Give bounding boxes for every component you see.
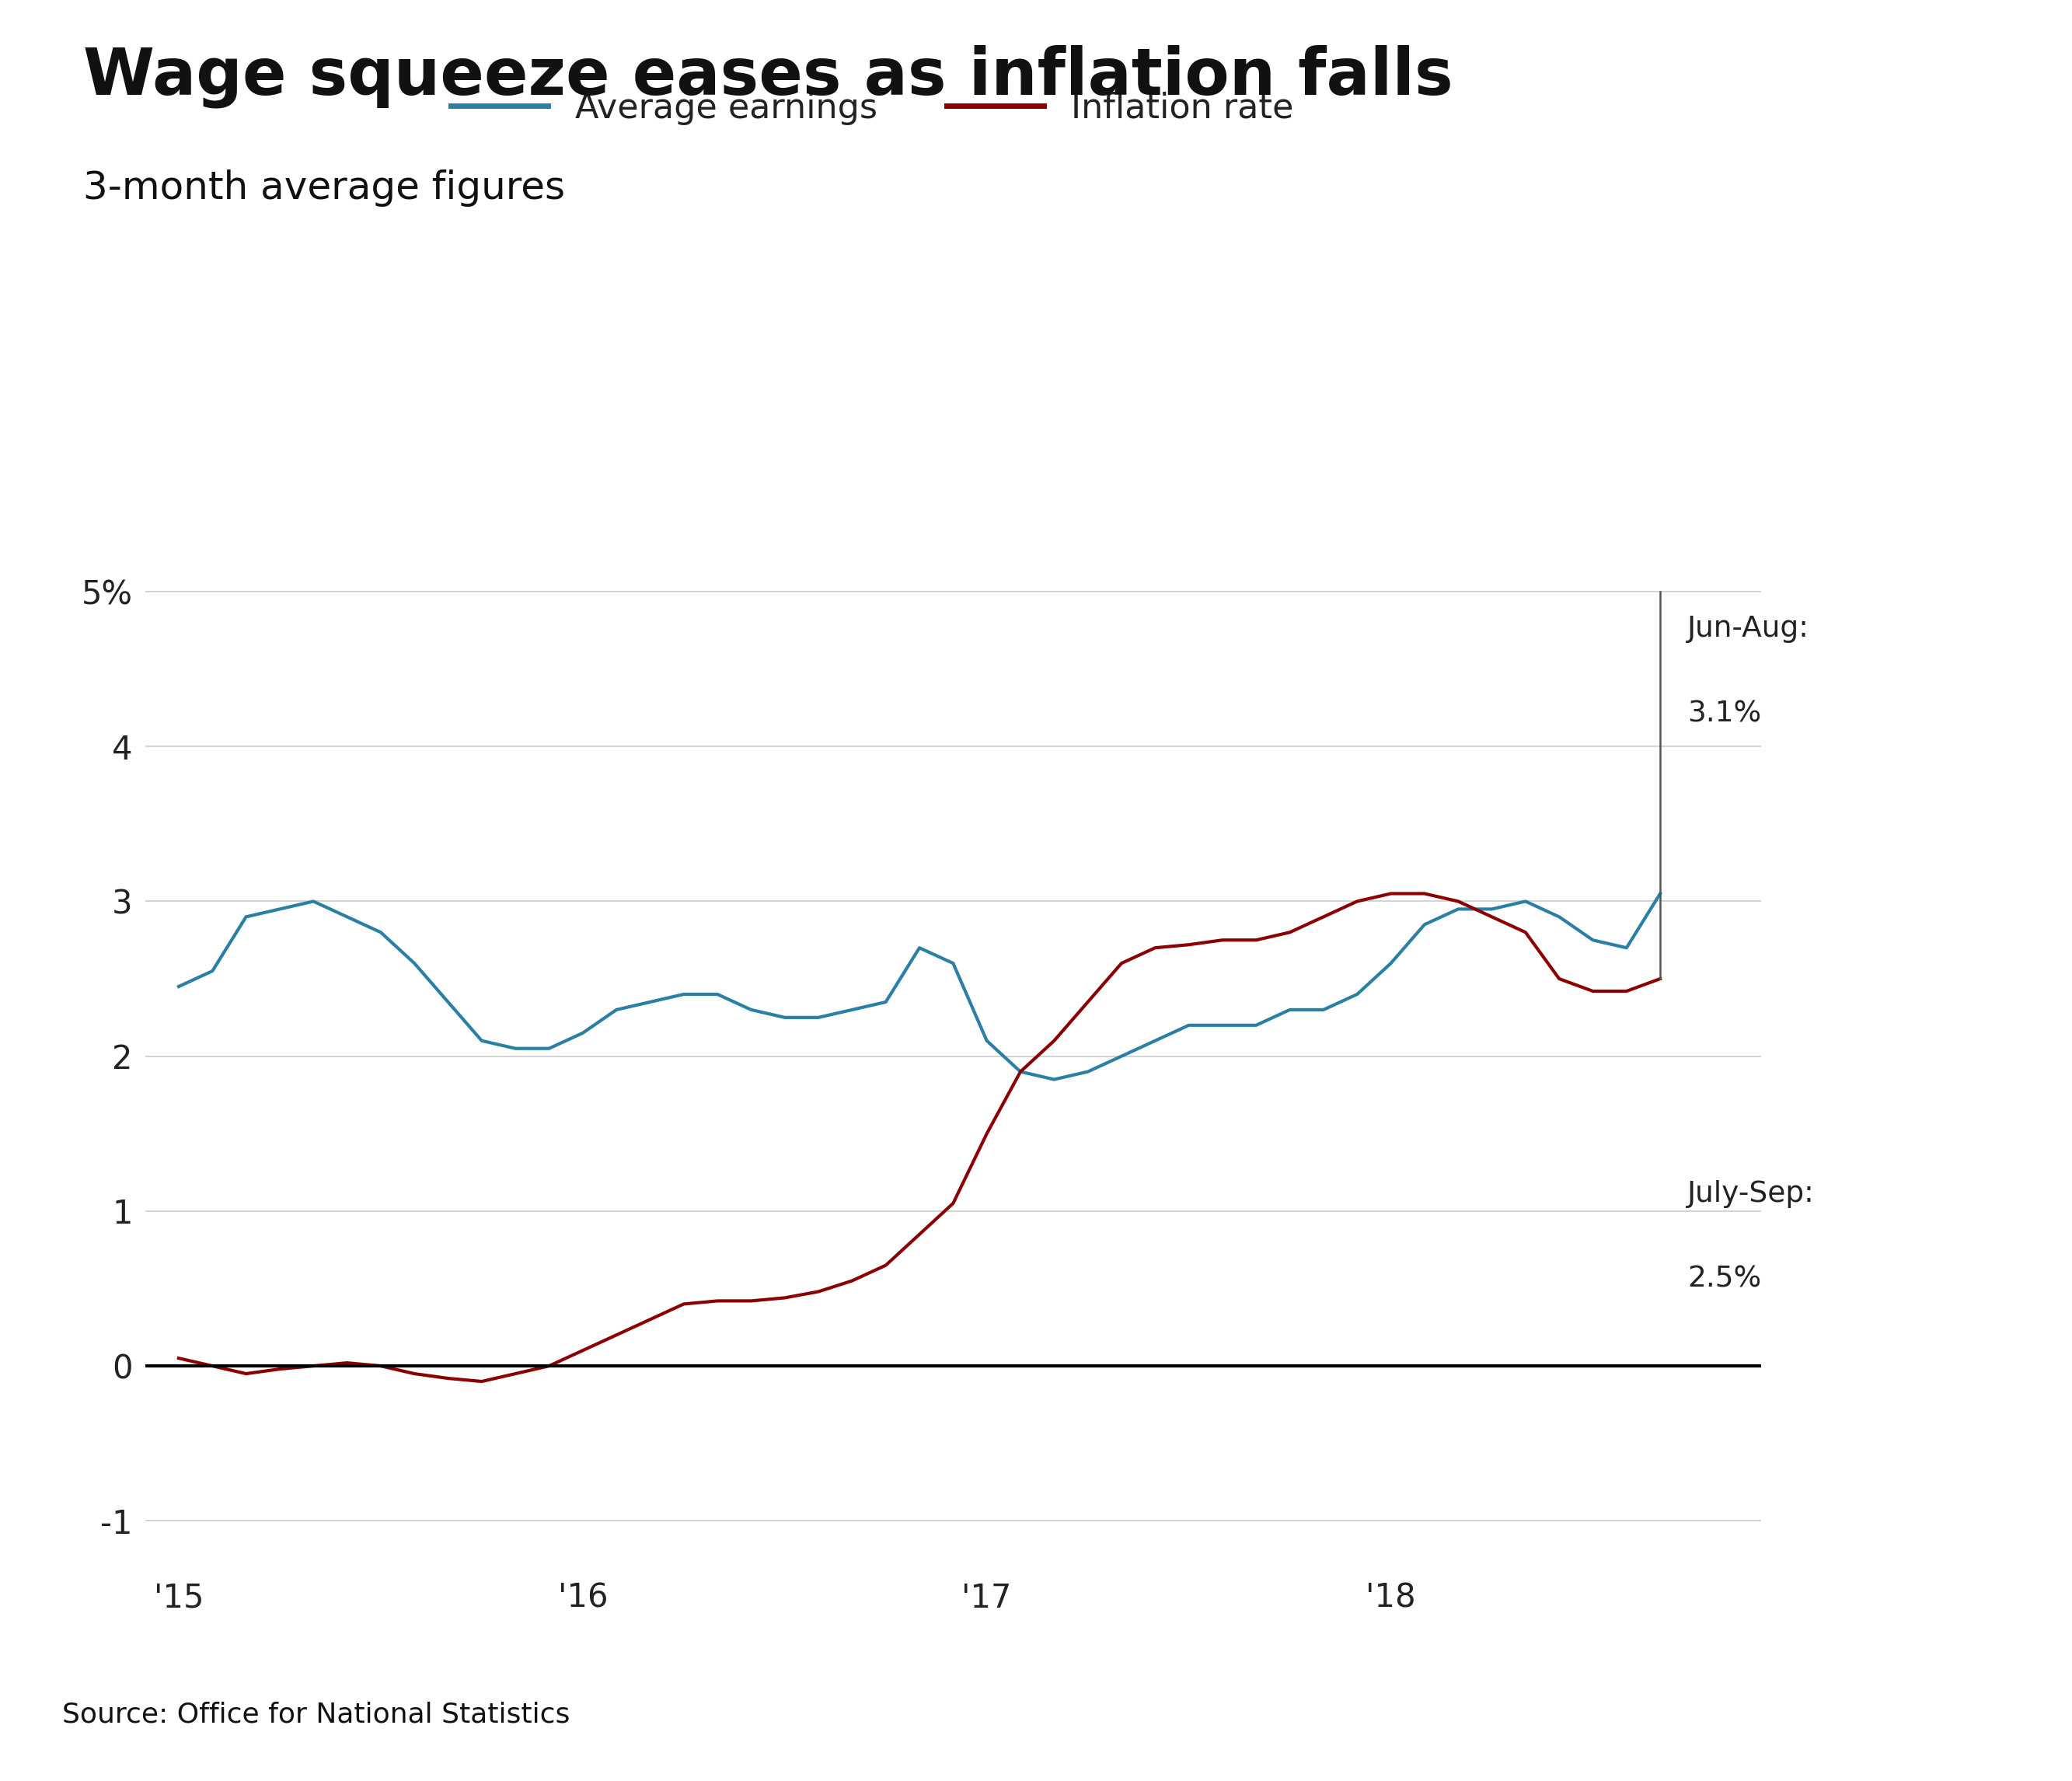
Legend: Average earnings, Inflation rate: Average earnings, Inflation rate [437,78,1307,139]
Text: Wage squeeze eases as inflation falls: Wage squeeze eases as inflation falls [83,45,1452,109]
Text: 2.5%: 2.5% [1687,1265,1761,1293]
Text: Source: Office for National Statistics: Source: Office for National Statistics [62,1701,570,1728]
Text: Jun-Aug:: Jun-Aug: [1687,614,1809,643]
Text: BBC: BBC [1881,1694,1973,1735]
Text: July-Sep:: July-Sep: [1687,1181,1815,1208]
Text: 3-month average figures: 3-month average figures [83,169,566,207]
Text: 3.1%: 3.1% [1687,700,1761,728]
